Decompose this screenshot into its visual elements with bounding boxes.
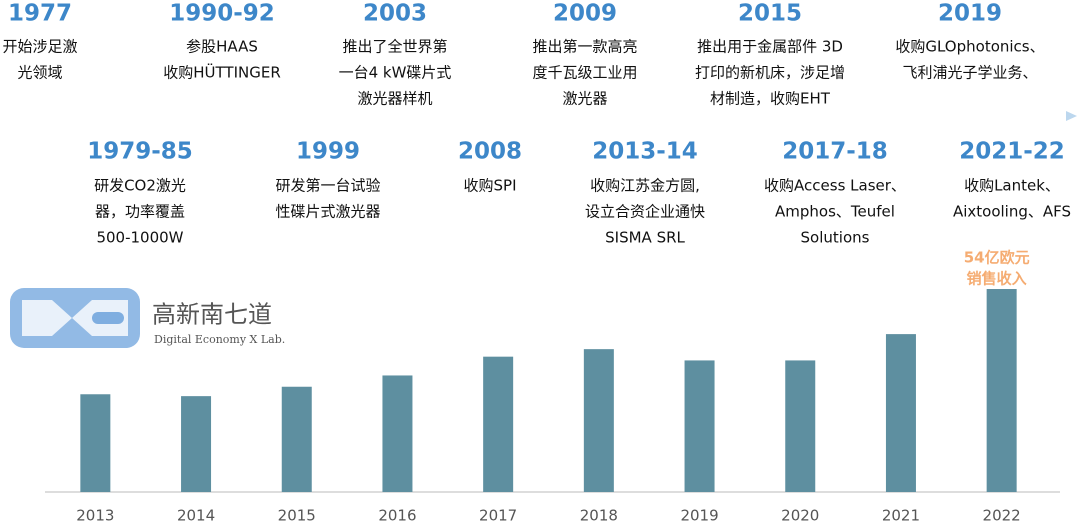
milestone-year: 2013-14	[592, 139, 698, 165]
milestone-text: Solutions	[801, 229, 870, 247]
bar	[885, 334, 916, 492]
x-tick-label: 2015	[278, 507, 316, 525]
annotation: 销售收入	[967, 270, 1027, 288]
bar	[986, 289, 1017, 492]
milestone-year: 2017-18	[782, 139, 888, 165]
bar	[382, 375, 413, 492]
bar	[181, 396, 212, 492]
milestone-text: 推出了全世界第	[342, 38, 447, 56]
x-tick-label: 2021	[882, 507, 920, 525]
milestone-text: 激光器样机	[357, 90, 432, 108]
milestone-text: 开始涉足激	[2, 38, 77, 56]
bar	[80, 394, 111, 492]
milestone-year: 1977	[8, 1, 72, 27]
logo-shape	[22, 300, 128, 336]
milestone-text: 打印的新机床，涉足增	[695, 64, 845, 82]
milestone-text: Aixtooling、AFS	[953, 203, 1071, 221]
milestone-text: 器，功率覆盖	[95, 203, 185, 221]
milestone-year: 2003	[363, 1, 427, 27]
x-tick-label: 2022	[983, 507, 1021, 525]
milestone-year: 1979-85	[87, 139, 193, 165]
milestone-text: 收购江苏金方圆,	[590, 177, 700, 195]
milestone-text: 性碟片式激光器	[275, 203, 380, 221]
milestone-text: Amphos、Teufel	[775, 203, 895, 221]
x-tick-label: 2014	[177, 507, 215, 525]
milestone-year: 2009	[553, 1, 617, 27]
bar	[785, 360, 816, 492]
milestone-text: 研发CO2激光	[94, 177, 186, 195]
milestone-text: 收购SPI	[464, 177, 517, 195]
milestone-year: 2015	[738, 1, 802, 27]
logo-dash	[92, 312, 124, 324]
x-tick-label: 2017	[479, 507, 517, 525]
x-tick-label: 2013	[76, 507, 114, 525]
x-tick-label: 2016	[378, 507, 416, 525]
milestone-text: 收购GLOphotonics、	[895, 38, 1044, 56]
milestone-text: 收购HÜTTINGER	[163, 63, 281, 82]
milestone-year: 1990-92	[169, 1, 275, 27]
milestone-text: 500-1000W	[96, 229, 183, 247]
milestone-text: 研发第一台试验	[275, 177, 380, 195]
milestone-text: SISMA SRL	[605, 229, 685, 247]
timeline-arrow	[1066, 111, 1077, 121]
bar	[583, 349, 614, 492]
milestone-text: 度千瓦级工业用	[532, 64, 637, 82]
logo: 高新南七道 Digital Economy X Lab.	[10, 288, 285, 348]
bar	[483, 356, 514, 492]
x-tick-label: 2018	[580, 507, 618, 525]
x-tick-label: 2019	[680, 507, 718, 525]
milestone-text: 光领域	[17, 64, 62, 82]
milestone-text: 设立合资企业通快	[585, 203, 705, 221]
milestone-text: 材制造，收购EHT	[710, 90, 831, 108]
milestone-text: 参股HAAS	[186, 38, 258, 56]
bar	[281, 386, 312, 492]
milestone-year: 2019	[938, 1, 1002, 27]
milestone-year: 2021-22	[959, 139, 1065, 165]
bar	[684, 360, 715, 492]
milestone-text: 一台4 kW碟片式	[339, 64, 452, 82]
milestone-year: 2008	[458, 139, 522, 165]
value-label: 54亿欧元	[964, 249, 1030, 267]
x-tick-label: 2020	[781, 507, 819, 525]
milestone-text: 飞利浦光子学业务、	[902, 64, 1037, 82]
logo-subtitle: Digital Economy X Lab.	[154, 333, 285, 346]
milestone-text: 收购Access Laser、	[764, 177, 906, 195]
milestone-text: 收购Lantek、	[964, 177, 1060, 195]
milestone-text: 激光器	[562, 90, 607, 108]
milestone-text: 推出第一款高亮	[532, 38, 637, 56]
milestone-text: 推出用于金属部件 3D	[697, 38, 843, 56]
logo-name: 高新南七道	[152, 301, 272, 329]
milestone-year: 1999	[296, 139, 360, 165]
